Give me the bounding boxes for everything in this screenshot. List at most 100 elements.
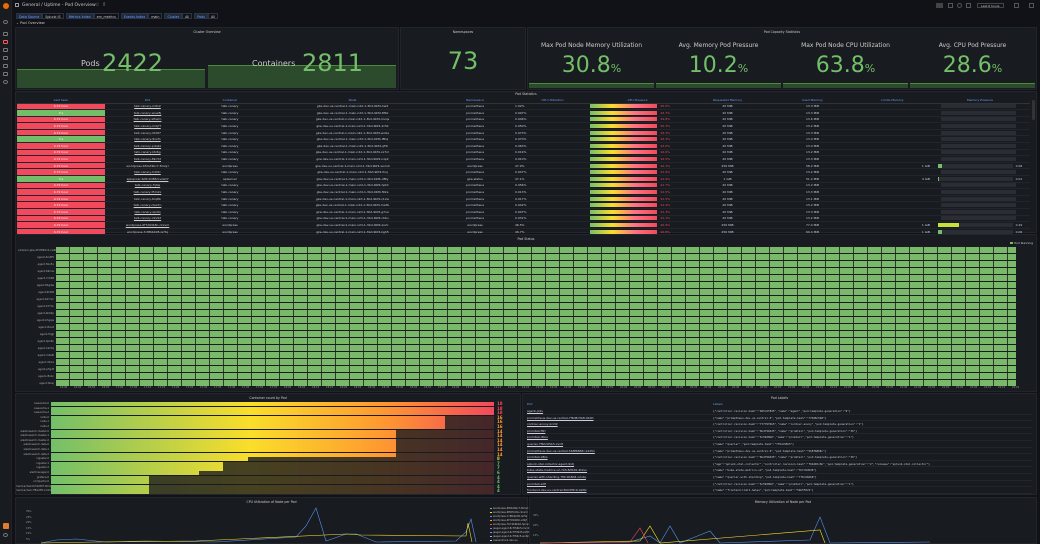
admin-icon[interactable] [3,64,8,68]
star-icon[interactable]: ☆ [95,2,100,8]
heatmap-row[interactable] [56,275,1016,281]
legend-pod-running[interactable]: Pod Running [1010,241,1033,245]
table-row[interactable]: promtail-dbns {"controller-revision-hash"… [527,434,1032,441]
table-row[interactable]: 4.72 hour talk-canary-zp4lq talk-canary gke… [17,208,1030,216]
pod-link[interactable]: wordpress-6fcbd9bc7-8mqrl [126,163,169,168]
heatmap-row[interactable] [56,261,1016,267]
bar[interactable] [51,434,494,439]
pod-link[interactable]: talk-canary-9vxfn [134,137,161,142]
variable-2[interactable]: Events Index main [120,13,163,19]
legend-item[interactable]: jaeger-agent-4c7fb6c5-wo6m [490,535,531,539]
variable-1[interactable]: Metrics Index em_metrics [65,13,119,19]
table-row[interactable]: 4.72 hour talk-canary-2b9t7 talk-canary gke… [17,129,1030,137]
column-header[interactable]: Pod [105,98,190,104]
tv-mode-icon[interactable] [966,3,971,8]
column-header[interactable]: Node [270,98,435,104]
dashboards-icon[interactable] [3,40,8,44]
table-scrollbar[interactable] [1032,100,1035,120]
bar[interactable] [51,452,494,457]
pod-link[interactable]: contour-envoy-kc2l2 [527,422,558,427]
pod-link[interactable]: talk-canary-8kc5d [133,157,162,162]
breadcrumb[interactable]: General / Uptime - Pod Overview [22,3,96,8]
heatmap-row[interactable] [56,254,1016,260]
table-row[interactable]: 4.72 hour talk-canary-sfhwm talk-canary gke… [17,116,1030,124]
alerting-icon[interactable] [3,56,8,60]
pod-link[interactable]: promtail-dbns [527,435,548,440]
share-icon[interactable]: ⇪ [102,2,107,8]
heatmap-row[interactable] [56,345,1016,351]
pod-link[interactable]: frontend-dev-us-central-5bb5f8c9-4sl8z [527,488,587,493]
settings-icon[interactable] [957,3,962,8]
heatmap-row[interactable] [56,296,1016,302]
table-row[interactable]: 4.72 hour talk-canary-frj9w talk-canary gke… [17,182,1030,190]
table-row[interactable]: querier-7f6dc65b5-2vc8 {"name":"querier",… [527,441,1032,448]
bar[interactable] [51,461,494,467]
table-row[interactable]: splunk-otel-collector-agent-9xtj {"app":"… [527,461,1032,468]
legend-item[interactable]: wordpress-7b74b6b6d-hpnsd [490,523,531,527]
legend-item[interactable]: cassandra-0-dev-us [490,539,531,543]
pod-link[interactable]: promtail-s2fl [527,481,546,486]
config-icon[interactable] [3,72,8,76]
table-row[interactable]: 4.72 hour talk-canary-8kc5d talk-canary gke… [17,155,1030,163]
grafana-logo-icon[interactable] [3,3,9,9]
heatmap-row[interactable] [56,247,1016,253]
pod-link[interactable]: talk-canary-6rq8b [134,196,161,201]
pod-link[interactable]: promtail-ff2l [527,428,546,433]
legend-item[interactable]: jaeger-agent-6c7f5f4d5-kz8hg [490,531,531,535]
variable-select[interactable]: main [148,13,163,19]
bar[interactable] [51,425,494,430]
column-header[interactable]: CPU Pressure [590,98,685,104]
bar[interactable] [51,457,494,462]
table-row[interactable]: 4.72 hour talk-canary-m4j7f talk-canary gke… [17,122,1030,130]
pod-link[interactable]: agent-jx2x [527,409,544,413]
col-header-labels[interactable]: Labels [713,402,723,406]
variable-3[interactable]: Cluster All [164,13,193,19]
bar[interactable] [51,420,494,425]
bar[interactable] [51,443,494,448]
column-header[interactable]: Limits Memory [855,98,930,104]
save-button[interactable] [948,3,953,8]
legend-item[interactable]: wordpress-6f8d5c6b-ckxvm [490,511,531,515]
time-picker[interactable]: Last 6 hours [977,3,1004,8]
bar[interactable] [51,484,494,490]
legend-item[interactable]: wordpress-6f7d94b8c-zdkjf [490,519,531,523]
heatmap-row[interactable] [56,310,1016,316]
variable-select[interactable]: em_metrics [93,13,119,19]
table-row[interactable]: 3 s talk-canary-9vxfn talk-canary gke-dev-u… [17,135,1030,144]
variable-select[interactable]: Splunk IS [42,13,64,19]
refresh-icon[interactable] [1029,3,1034,8]
bar[interactable] [51,471,494,476]
column-header[interactable]: Namespace [435,98,515,104]
bar[interactable] [51,466,494,471]
table-row[interactable]: 4.72 hour talk-canary-h42tc talk-canary gke… [17,168,1030,177]
variable-0[interactable]: Data Source Splunk IS [16,13,64,19]
pod-link[interactable]: querier-7f6dc65b5-2vc8 [527,442,564,446]
legend-item[interactable]: wordpress-6f6bd9bc7-8mqrl [490,507,531,511]
pod-link[interactable]: talk-canary-frj9w [134,183,161,188]
bar[interactable] [51,480,494,485]
heatmap-row[interactable] [56,366,1016,372]
pod-link[interactable]: talk-canary-rn6x2 [134,104,161,109]
pod-link[interactable]: talk-canary-t5m2x [133,190,162,195]
table-row[interactable]: 4.72 hour talk-canary-pdq4z talk-canary gke… [17,142,1030,150]
table-row[interactable]: prometheus-dev-us-central-7f6d8c5b8-9b9h… [527,415,1032,422]
pod-link[interactable]: talk-canary-m4j7f [134,124,161,129]
heatmap-row[interactable] [56,359,1016,365]
heatmap-row[interactable] [56,324,1016,330]
table-row[interactable]: 4.72 hour talk-canary-x2v9d talk-canary gke… [17,215,1030,223]
heatmap-row[interactable] [56,380,1016,386]
legend-item[interactable]: jaeger-agent-8c7fb6b5-mvc2 [490,527,531,531]
pod-link[interactable]: apiserver-6d5c6d86d-vzsmf [126,176,169,181]
pod-link[interactable]: querier-with-sharding-7f6c9b6b8-x2vtq [527,475,586,479]
variable-select[interactable]: All [182,13,193,19]
bar[interactable] [51,415,494,421]
pod-link[interactable]: talk-canary-2b9t7 [134,130,161,135]
search-icon[interactable] [3,20,8,24]
table-row[interactable]: kube-state-metrics-v2-7bfc8d5d6-4kzvn {"n… [527,467,1032,474]
heatmap-row[interactable] [56,331,1016,337]
heatmap-row[interactable] [56,352,1016,358]
pod-link[interactable]: prometheus-dev-us-central-5b8f6868c-k2z5… [527,448,595,453]
table-row[interactable]: promtail-ff2l {"controller-revision-hash"… [527,428,1032,435]
table-row[interactable]: promtail-s2fl {"controller-revision-hash"… [527,481,1032,488]
pod-link[interactable]: talk-canary-pdq4z [133,143,162,148]
